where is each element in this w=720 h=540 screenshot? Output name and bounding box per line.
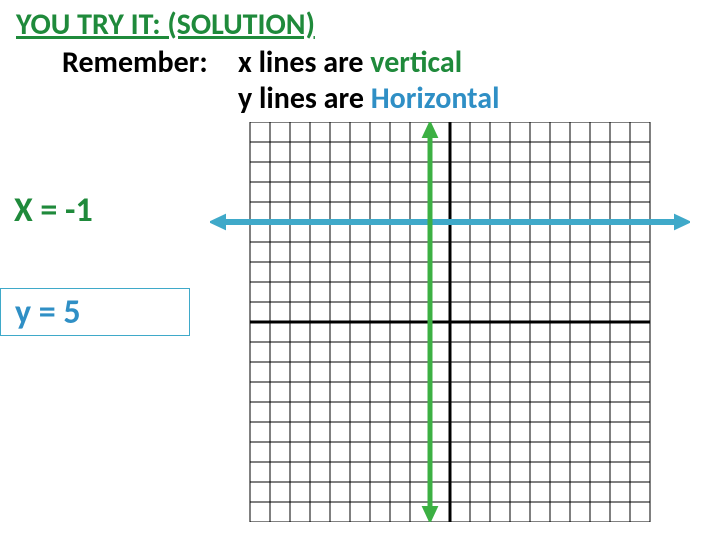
- remember-line2-emph: Horizontal: [371, 80, 500, 117]
- coordinate-graph: [210, 122, 690, 522]
- remember-line1-prefix: x lines are: [238, 44, 370, 81]
- remember-line2-prefix: y lines are: [238, 80, 371, 117]
- remember-line2: y lines are Horizontal: [238, 80, 499, 117]
- equation-y: y = 5: [15, 292, 81, 333]
- remember-label: Remember:: [62, 44, 208, 81]
- remember-line1: x lines are vertical: [238, 44, 462, 81]
- remember-line1-emph: vertical: [370, 44, 462, 81]
- page-title: YOU TRY IT: (SOLUTION): [16, 6, 315, 43]
- equation-y-box: y = 5: [0, 288, 190, 336]
- graph-svg: [210, 122, 690, 522]
- equation-x: X = -1: [14, 190, 93, 231]
- title-text: YOU TRY IT: (SOLUTION): [16, 6, 315, 43]
